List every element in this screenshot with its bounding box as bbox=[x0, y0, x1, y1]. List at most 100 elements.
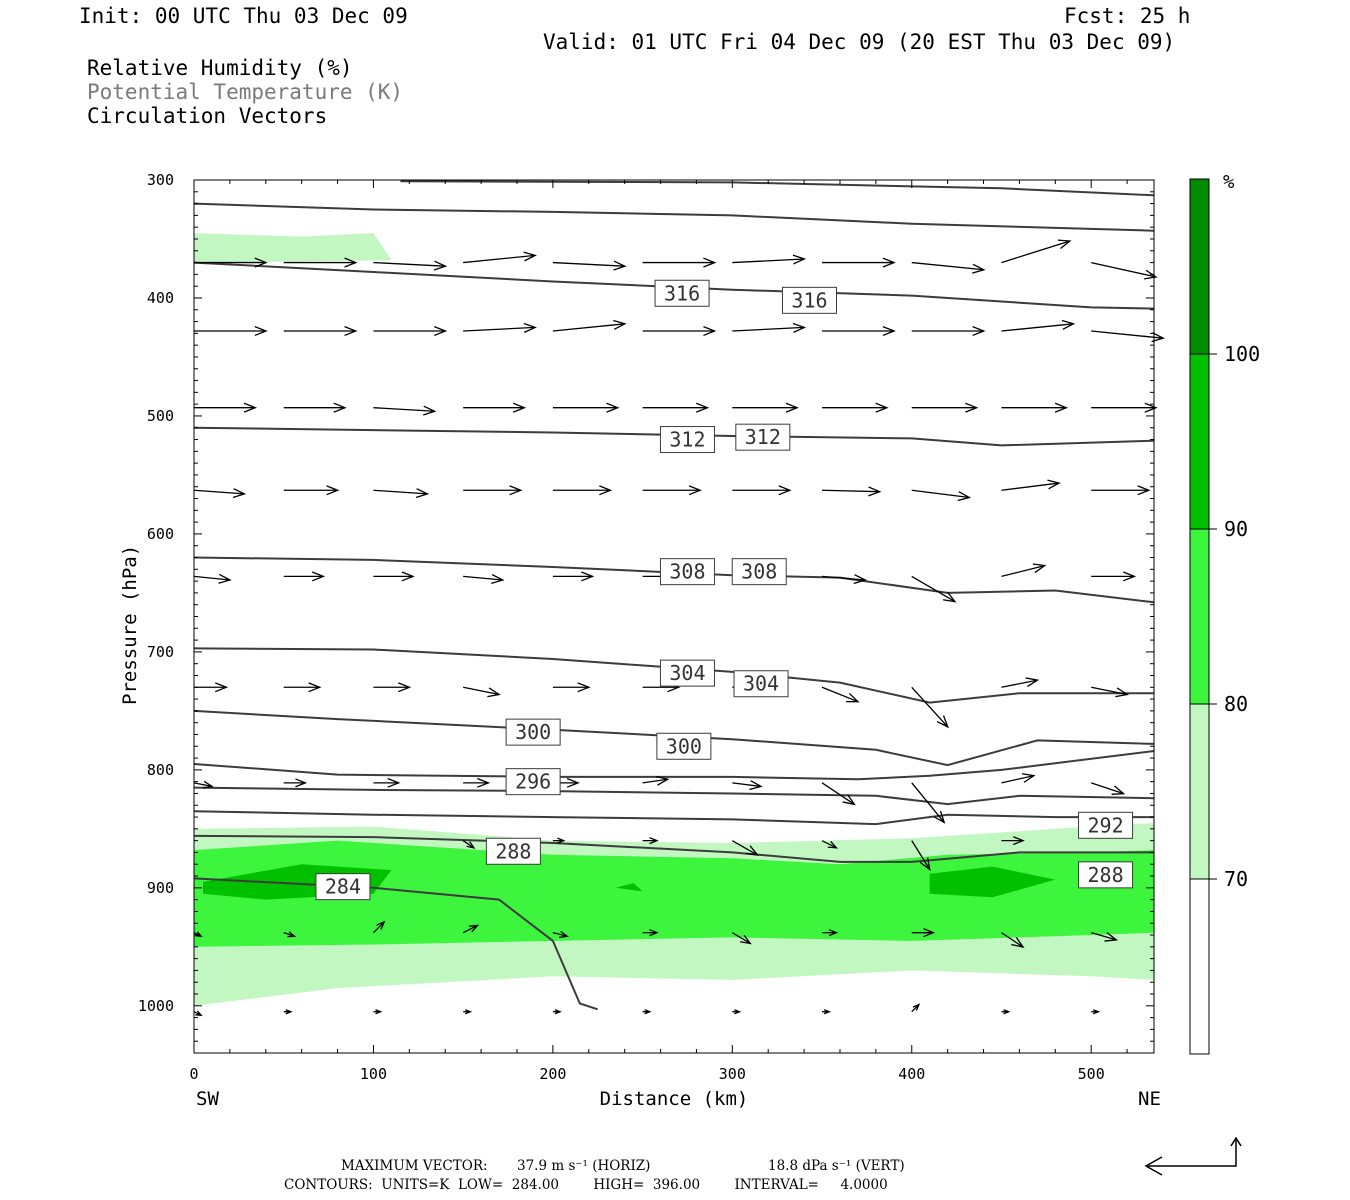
x-tick-label: 500 bbox=[1078, 1065, 1105, 1083]
circulation-vector bbox=[642, 485, 702, 496]
circulation-vector bbox=[463, 402, 527, 413]
circulation-vector bbox=[462, 924, 480, 934]
circulation-vector bbox=[822, 929, 839, 937]
circulation-vector bbox=[642, 402, 710, 413]
colorbar-level-label: 70 bbox=[1224, 867, 1248, 891]
colorbar-frame bbox=[1189, 178, 1210, 1055]
contour-label-box bbox=[485, 837, 541, 865]
circulation-vector bbox=[193, 573, 232, 584]
theta-contour-300 bbox=[193, 750, 1155, 781]
colorbar-segment bbox=[1190, 704, 1209, 879]
circulation-vector bbox=[1001, 239, 1072, 264]
contour-label-box bbox=[505, 768, 561, 796]
circulation-vector bbox=[283, 571, 326, 582]
circulation-vector bbox=[194, 682, 229, 693]
rh-blob-70-80-0 bbox=[194, 233, 392, 263]
circulation-vector bbox=[911, 261, 986, 274]
y-axis-title: Pressure (hPa) bbox=[119, 545, 141, 705]
contour-label-layer: 316 316 312 312 308 308 304 304 300 300 296 292 288 2… bbox=[315, 279, 1134, 901]
contour-label: 316 bbox=[791, 288, 827, 312]
colorbar: % 70 80 90 100 bbox=[1189, 171, 1260, 1055]
theta-contour-304 bbox=[193, 709, 1155, 767]
circulation-vector bbox=[911, 928, 936, 938]
circulation-vector bbox=[1091, 330, 1165, 343]
circulation-vector bbox=[911, 1003, 921, 1013]
theta-contour-320 bbox=[193, 261, 1155, 310]
circulation-vector bbox=[1090, 782, 1126, 795]
colorbar-segment bbox=[1190, 529, 1209, 704]
circulation-vector bbox=[193, 488, 247, 499]
circulation-vector bbox=[642, 775, 670, 786]
circulation-vector bbox=[463, 777, 491, 788]
contour-label: 312 bbox=[745, 425, 781, 449]
contour-label-box bbox=[733, 670, 789, 698]
circulation-vector bbox=[1001, 932, 1025, 949]
rh-fill-layer bbox=[194, 233, 1154, 1006]
contour-label-box bbox=[781, 286, 837, 314]
circulation-vector bbox=[731, 932, 752, 945]
circulation-vector bbox=[642, 929, 659, 937]
circulation-vector bbox=[911, 575, 957, 603]
rh-blob-90-100-1 bbox=[929, 866, 1056, 898]
x-tick-label: 400 bbox=[898, 1065, 925, 1083]
contour-label-box bbox=[659, 558, 715, 586]
circulation-vector bbox=[911, 402, 979, 413]
contour-label-box bbox=[505, 718, 561, 746]
field-label-vectors: Circulation Vectors bbox=[87, 104, 328, 128]
contour-label: 300 bbox=[515, 720, 551, 744]
circulation-vector bbox=[732, 485, 792, 496]
circulation-vector bbox=[1091, 932, 1119, 942]
circulation-vector bbox=[283, 257, 358, 268]
circulation-vector bbox=[283, 1009, 293, 1015]
contour-label: 312 bbox=[669, 428, 705, 452]
circulation-vector bbox=[821, 686, 860, 703]
circulation-vector bbox=[1091, 485, 1151, 496]
circulation-vector bbox=[1091, 402, 1158, 413]
colorbar-level-label: 80 bbox=[1224, 692, 1248, 716]
circulation-vector bbox=[821, 574, 867, 585]
contour-label-box bbox=[1078, 811, 1134, 839]
circulation-vector bbox=[283, 485, 340, 496]
x-tick-label: 100 bbox=[360, 1065, 387, 1083]
circulation-vector bbox=[463, 686, 501, 698]
colorbar-unit: % bbox=[1223, 171, 1235, 193]
contour-label: 292 bbox=[1087, 813, 1123, 837]
circulation-vector bbox=[283, 402, 347, 413]
circulation-vector bbox=[731, 840, 760, 856]
circulation-vector bbox=[552, 485, 613, 496]
rh-blob-90-100-2 bbox=[615, 883, 643, 892]
circulation-vector bbox=[822, 402, 889, 413]
circulation-vector bbox=[194, 257, 268, 268]
circulation-vector bbox=[732, 780, 763, 791]
contour-label: 304 bbox=[669, 661, 705, 685]
circulation-vector bbox=[1091, 686, 1129, 698]
circulation-vector bbox=[283, 682, 322, 693]
circulation-vector bbox=[463, 573, 505, 585]
circulation-vector bbox=[642, 325, 717, 337]
circulation-vector bbox=[372, 920, 386, 934]
circulation-vector bbox=[1001, 677, 1040, 688]
colorbar-segment bbox=[1190, 354, 1209, 529]
circulation-vector bbox=[911, 325, 986, 337]
circulation-vector bbox=[463, 251, 537, 264]
y-tick-label: 600 bbox=[147, 525, 174, 543]
theta-contour-316 bbox=[193, 426, 1155, 447]
valid-time: Valid: 01 UTC Fri 04 Dec 09 (20 EST Thu … bbox=[543, 30, 1176, 54]
circulation-vector bbox=[642, 837, 659, 845]
colorbar-level-label: 100 bbox=[1224, 342, 1260, 366]
theta-contour-328 bbox=[400, 180, 1155, 197]
circulation-vector bbox=[1001, 319, 1076, 332]
circulation-vector bbox=[1001, 773, 1036, 784]
theta-contour-296 bbox=[193, 786, 1155, 806]
circulation-vector bbox=[911, 686, 949, 729]
circulation-vector bbox=[911, 489, 972, 502]
field-label-rh: Relative Humidity (%) bbox=[87, 56, 353, 80]
circulation-vector bbox=[911, 782, 946, 824]
max-vector-label: MAXIMUM VECTOR: bbox=[341, 1158, 488, 1174]
circulation-vector bbox=[283, 325, 358, 337]
circulation-vector bbox=[463, 485, 523, 496]
circulation-vector bbox=[821, 782, 856, 806]
theta-contour-324 bbox=[193, 202, 1155, 232]
x-end-label-sw: SW bbox=[196, 1088, 219, 1110]
